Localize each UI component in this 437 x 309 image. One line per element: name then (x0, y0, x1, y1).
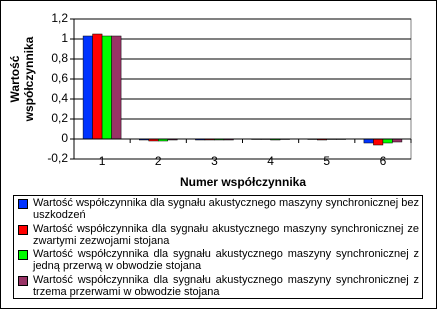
legend-swatch (18, 224, 28, 235)
y-tick-label: 0,8 (51, 51, 68, 65)
x-tick-label: 3 (211, 154, 218, 168)
bar (82, 35, 93, 140)
bar (382, 138, 393, 144)
legend-label: Wartość współczynnika dla sygnału akusty… (33, 222, 419, 247)
y-tick-label: 0 (61, 131, 68, 145)
x-tick-label: 1 (99, 154, 106, 168)
legend-swatch (18, 275, 28, 286)
legend-entry: Wartość współczynnika dla sygnału akusty… (18, 274, 419, 300)
legend-label: Wartość współczynnika dla sygnału akusty… (33, 248, 419, 272)
legend-entry: Wartość współczynnika dla sygnału akusty… (18, 197, 419, 223)
legend-entry: Wartość współczynnika dla sygnału akusty… (18, 223, 419, 249)
legend-entry: Wartość współczynnika dla sygnału akusty… (18, 248, 419, 274)
x-axis-label: Numer współczynnika (180, 175, 306, 189)
bar (373, 138, 384, 146)
y-axis-label: Wartośćwspółczynnika (8, 36, 36, 122)
legend-label: Wartość współczynnika dla sygnału akusty… (33, 197, 419, 221)
legend-label: Wartość współczynnika dla sygnału akusty… (33, 273, 419, 298)
bar (111, 35, 122, 140)
legend: Wartość współczynnika dla sygnału akusty… (13, 195, 423, 299)
x-tick-label: 4 (267, 154, 274, 168)
bar (101, 35, 112, 140)
bar (363, 138, 374, 144)
bar (92, 33, 103, 140)
y-tick-label: 0,4 (51, 91, 68, 105)
x-tick-label: 2 (155, 154, 162, 168)
y-tick-label: 1 (61, 31, 68, 45)
x-tick-label: 5 (323, 154, 330, 168)
y-tick-label: 0,6 (51, 71, 68, 85)
x-tick-label: 6 (380, 154, 387, 168)
legend-swatch (18, 199, 28, 209)
legend-swatch (18, 250, 28, 260)
plot-area (73, 18, 412, 160)
y-tick-label: 1,2 (51, 11, 68, 25)
y-tick-label: 0,2 (51, 111, 68, 125)
y-tick-label: -0,2 (47, 151, 68, 165)
